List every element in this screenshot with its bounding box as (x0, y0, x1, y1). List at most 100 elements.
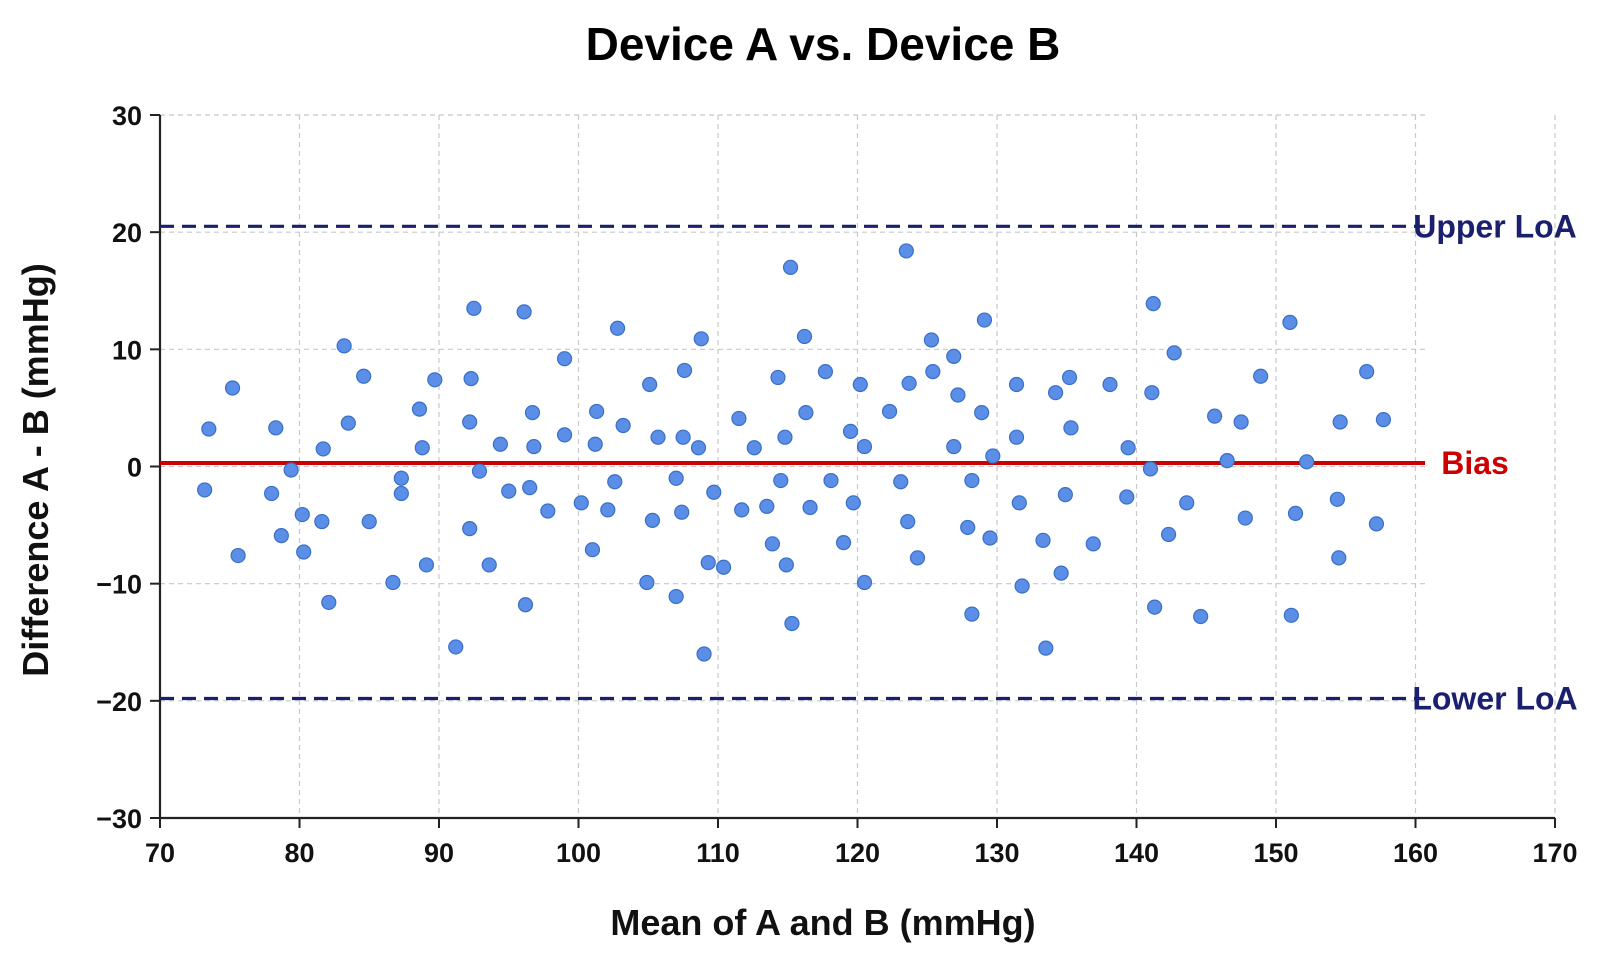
tick-labels: 70 80 90 100 110 120 130 140 150 160 170 −30 −20 −10 0… (96, 101, 1577, 868)
data-point (675, 429, 691, 445)
data-point (784, 615, 800, 632)
data-point (693, 331, 709, 347)
data-point (960, 519, 976, 536)
data-point (492, 436, 508, 452)
data-point (650, 429, 666, 445)
data-point (1142, 461, 1159, 477)
data-point (690, 440, 707, 456)
data-point (700, 554, 716, 571)
chart-title: Device A vs. Device B (586, 18, 1061, 70)
data-point (946, 348, 962, 364)
data-point (898, 243, 914, 259)
data-point (909, 550, 926, 566)
data-point (1120, 440, 1136, 456)
data-point (336, 338, 352, 354)
data-point (1144, 385, 1160, 401)
data-point (798, 405, 814, 421)
data-point (1047, 385, 1064, 401)
data-point (201, 421, 217, 437)
data-point (462, 414, 478, 430)
data-point (852, 376, 868, 393)
x-tick-label: 90 (424, 838, 454, 868)
data-point (1219, 453, 1235, 469)
data-point (526, 438, 542, 455)
x-tick-label: 100 (556, 838, 601, 868)
data-point (197, 482, 213, 498)
data-point (540, 503, 556, 519)
data-point (315, 441, 331, 457)
data-point (1253, 368, 1269, 384)
data-point (556, 427, 573, 443)
data-point (609, 320, 626, 336)
data-point (584, 542, 601, 558)
data-point (976, 312, 993, 328)
data-point (923, 332, 940, 348)
data-point (893, 474, 909, 490)
x-tick-label: 130 (974, 838, 1019, 868)
data-point (1014, 578, 1030, 594)
y-tick-label: 10 (112, 335, 142, 365)
data-point (773, 472, 789, 489)
data-point (615, 417, 631, 434)
data-point (418, 557, 435, 573)
y-tick-label: −20 (96, 687, 142, 717)
data-point (1329, 491, 1345, 507)
data-point (1035, 532, 1051, 548)
data-point (1179, 495, 1195, 511)
data-point (770, 369, 786, 386)
data-point (1057, 487, 1073, 503)
data-point (1375, 412, 1392, 428)
data-point (1119, 489, 1135, 505)
data-point (734, 502, 750, 518)
data-point (524, 405, 541, 421)
data-point (414, 440, 430, 456)
data-point (427, 372, 443, 388)
data-point (264, 485, 280, 502)
data-point (715, 559, 732, 575)
data-point (340, 415, 356, 431)
x-tick-label: 170 (1532, 838, 1577, 868)
data-point (294, 506, 310, 523)
data-point (1332, 414, 1348, 430)
data-point (1368, 516, 1385, 532)
data-point (881, 403, 898, 420)
y-tick-label: −30 (96, 804, 142, 834)
data-point (1233, 414, 1249, 430)
data-point (393, 470, 409, 486)
data-point (393, 485, 409, 502)
data-points (197, 243, 1392, 662)
data-point (674, 504, 690, 520)
data-point (516, 304, 532, 320)
data-point (835, 535, 852, 551)
data-point (230, 547, 246, 564)
data-point (668, 588, 684, 605)
data-point (273, 528, 289, 544)
data-point (856, 574, 873, 591)
data-point (642, 376, 658, 393)
data-point (501, 483, 517, 499)
data-point (1359, 363, 1375, 380)
y-axis-label: Difference A - B (mmHg) (15, 263, 56, 676)
data-point (1282, 314, 1298, 330)
data-point (964, 606, 980, 622)
data-point (296, 544, 312, 560)
data-point (314, 513, 330, 530)
data-point (777, 429, 793, 445)
grid-layer (160, 114, 1556, 818)
data-point (573, 495, 589, 511)
data-point (982, 530, 998, 546)
data-point (600, 502, 616, 518)
data-point (448, 639, 464, 655)
data-point (782, 259, 799, 275)
data-point (1145, 296, 1161, 312)
data-point (385, 574, 401, 591)
data-point (1038, 640, 1054, 656)
data-point (466, 300, 482, 316)
x-axis-label: Mean of A and B (mmHg) (610, 902, 1035, 943)
data-point (900, 513, 916, 530)
data-point (796, 328, 813, 345)
data-point (1283, 607, 1299, 623)
data-point (522, 479, 538, 496)
